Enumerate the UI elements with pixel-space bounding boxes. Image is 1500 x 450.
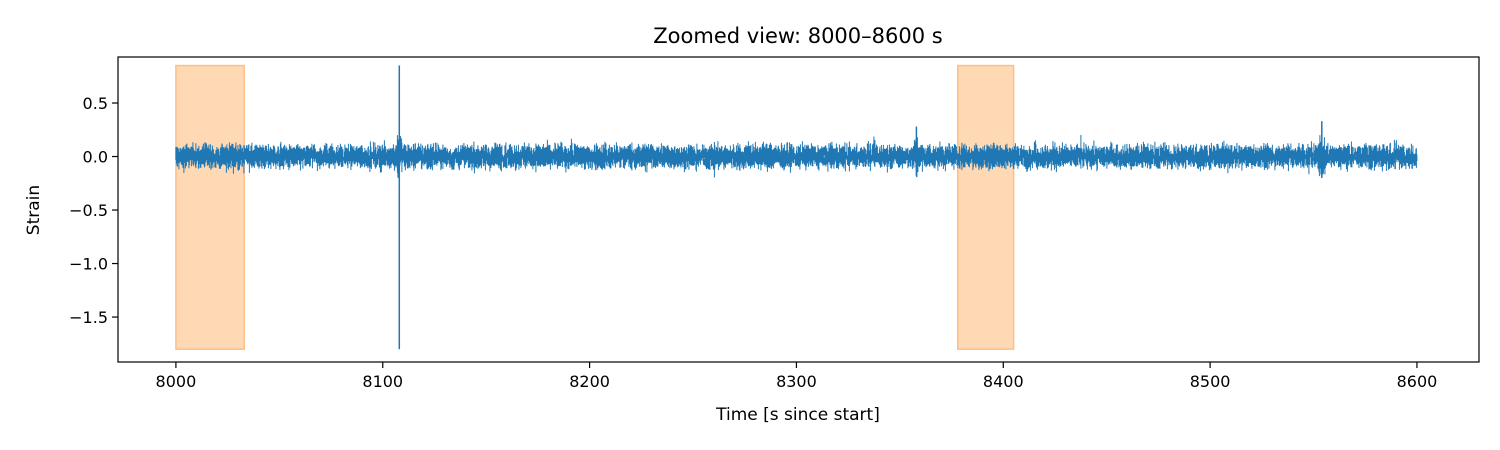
x-tick-label: 8100 [362,372,403,391]
y-tick-label: 0.5 [83,94,108,113]
series-line-1 [175,135,1418,178]
x-tick-label: 8000 [156,372,197,391]
x-tick-label: 8200 [569,372,610,391]
x-tick-label: 8500 [1190,372,1231,391]
shaded-region-1 [175,64,245,350]
x-tick-label: 8400 [983,372,1024,391]
shaded-region-2 [957,64,1015,350]
x-tick-label: 8300 [776,372,817,391]
y-tick-label: −0.5 [69,201,108,220]
series-layer [175,65,1418,350]
y-axis: 0.5 0.0 −0.5 −1.0 −1.5 [69,94,118,327]
y-tick-label: −1.5 [69,308,108,327]
x-tick-label: 8600 [1397,372,1438,391]
shaded-regions [175,64,1015,350]
y-tick-label: 0.0 [83,148,108,167]
y-axis-label: Strain [24,185,44,235]
x-axis: 8000 8100 8200 8300 8400 8500 8600 [156,362,1438,391]
plot-frame [117,56,1480,363]
y-tick-label: −1.0 [69,255,108,274]
chart-title: Zoomed view: 8000–8600 s [653,24,942,48]
x-axis-label: Time [s since start] [715,405,880,425]
